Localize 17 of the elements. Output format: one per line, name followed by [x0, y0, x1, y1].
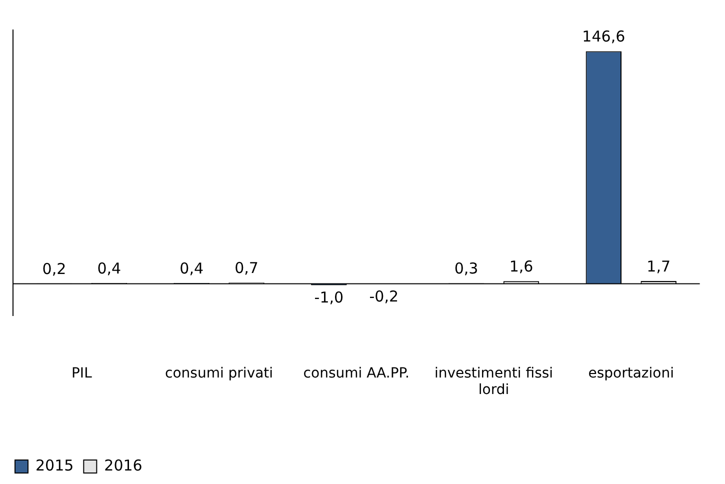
data-label: 1,6: [509, 258, 534, 276]
data-label: -0,2: [369, 287, 399, 306]
data-label: 0,4: [180, 259, 204, 278]
data-label: 146,6: [582, 28, 626, 46]
legend-label: 2016: [104, 456, 142, 474]
data-label: -1,0: [314, 288, 344, 307]
data-label: 1,7: [646, 257, 671, 276]
x-tick-label: consumi privati: [165, 365, 274, 382]
data-label: 0,2: [42, 260, 66, 278]
x-tick-label: consumi AA.PP.: [303, 365, 410, 382]
legend-label: 2015: [36, 456, 74, 474]
data-label: 0,3: [454, 260, 478, 278]
x-tick-label: investimenti fissi lordi: [434, 365, 554, 398]
data-label: 0,7: [234, 258, 258, 277]
x-tick-label: PIL: [71, 365, 92, 382]
data-label: 0,4: [97, 259, 122, 278]
x-tick-label: esportazioni: [588, 365, 674, 382]
